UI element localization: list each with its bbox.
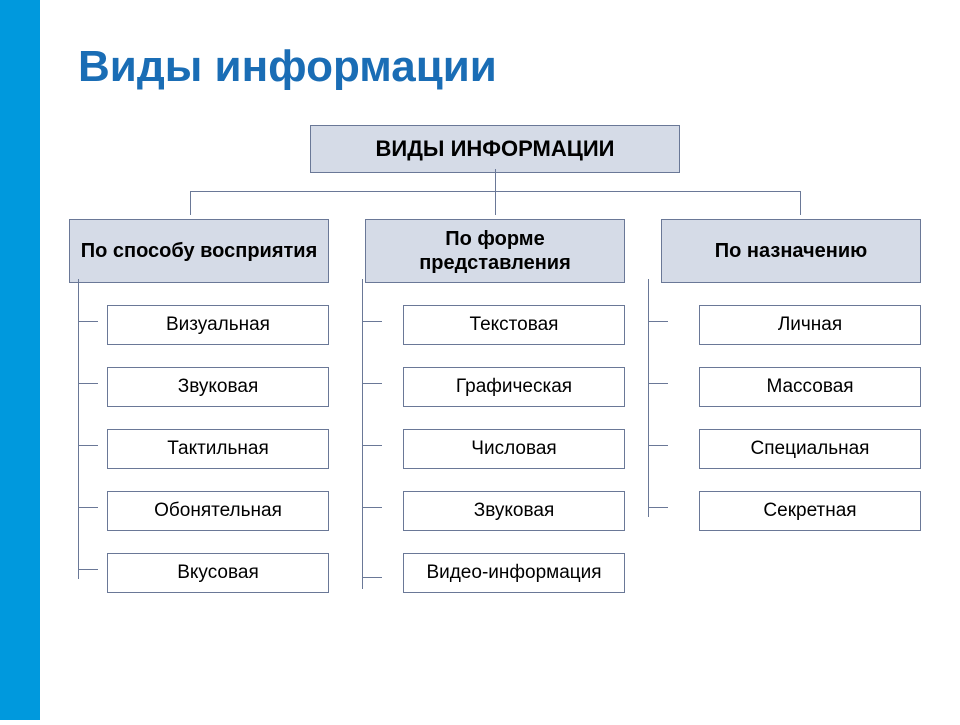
items-list: Текстовая Графическая Числовая Звуковая … — [365, 305, 625, 593]
item-node: Числовая — [403, 429, 625, 469]
category-node: По назначению — [661, 219, 921, 283]
branch-perception: По способу восприятия Визуальная Звукова… — [60, 219, 338, 593]
item-node: Секретная — [699, 491, 921, 531]
branches-row: По способу восприятия Визуальная Звукова… — [60, 219, 930, 593]
item-node: Звуковая — [403, 491, 625, 531]
category-node: По форме представления — [365, 219, 625, 283]
category-node: По способу восприятия — [69, 219, 329, 283]
branch-form: По форме представления Текстовая Графиче… — [356, 219, 634, 593]
item-node: Графическая — [403, 367, 625, 407]
item-node: Массовая — [699, 367, 921, 407]
tree-diagram: ВИДЫ ИНФОРМАЦИИ По способу восприятия Ви… — [60, 125, 930, 593]
item-node: Тактильная — [107, 429, 329, 469]
page-title: Виды информации — [78, 42, 497, 92]
items-list: Визуальная Звуковая Тактильная Обонятель… — [69, 305, 329, 593]
item-node: Вкусовая — [107, 553, 329, 593]
item-node: Визуальная — [107, 305, 329, 345]
root-node: ВИДЫ ИНФОРМАЦИИ — [310, 125, 680, 173]
item-node: Личная — [699, 305, 921, 345]
item-node: Специальная — [699, 429, 921, 469]
branch-purpose: По назначению Личная Массовая Специальна… — [652, 219, 930, 593]
item-node: Видео-информация — [403, 553, 625, 593]
item-node: Текстовая — [403, 305, 625, 345]
accent-sidebar — [0, 0, 40, 720]
items-list: Личная Массовая Специальная Секретная — [661, 305, 921, 531]
item-node: Обонятельная — [107, 491, 329, 531]
item-node: Звуковая — [107, 367, 329, 407]
